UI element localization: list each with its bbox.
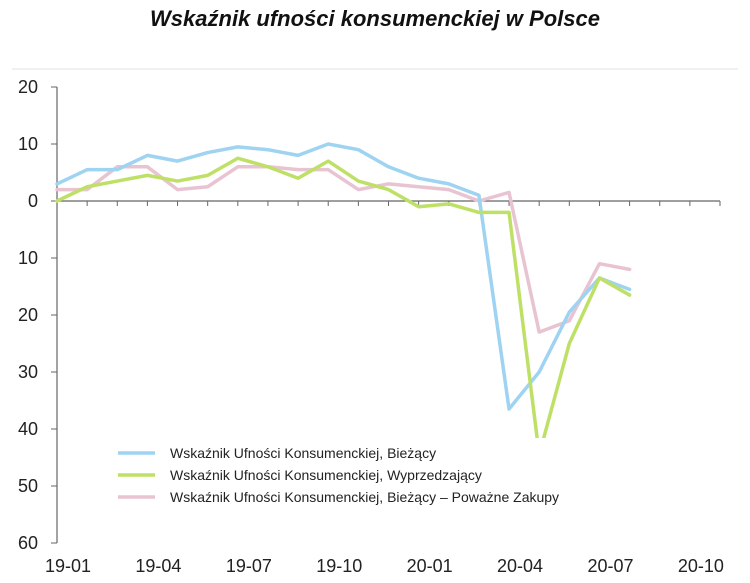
series-line [55,165,632,334]
y-tick-label: 10 [18,134,38,154]
series-line [55,156,632,457]
y-tick-label: 40 [18,419,38,439]
y-tick-label: 0 [28,191,38,211]
y-tick-label: 50 [18,476,38,496]
legend: Wskaźnik Ufności Konsumenckiej, Bieżący W… [110,438,640,520]
x-tick-label: 19-01 [45,556,91,576]
x-tick-label: 19-07 [226,556,272,576]
y-axis: 20 10 0 10 20 30 40 50 60 [18,77,57,553]
chart-title: Wskaźnik ufności konsumenckiej w Polsce [150,6,600,31]
legend-entry: Wskaźnik Ufności Konsumenckiej, Bieżący [170,445,436,461]
series-lines [55,142,632,457]
y-tick-label: 10 [18,248,38,268]
x-tick-label: 20-10 [678,556,724,576]
x-axis: 19-01 19-04 19-07 19-10 20-01 20-04 20-07 20-10 [45,201,724,576]
legend-box [110,438,640,520]
x-tick-label: 20-01 [407,556,453,576]
x-tick-label: 20-07 [587,556,633,576]
y-tick-label: 20 [18,305,38,325]
y-tick-label: 60 [18,533,38,553]
legend-entry: Wskaźnik Ufności Konsumenckiej, Bieżący … [170,489,559,505]
x-tick-label: 19-10 [316,556,362,576]
x-tick-label: 20-04 [497,556,543,576]
y-tick-label: 30 [18,362,38,382]
series-line [55,142,632,411]
x-tick-label: 19-04 [135,556,181,576]
legend-entry: Wskaźnik Ufności Konsumenckiej, Wyprzedz… [170,467,482,483]
y-tick-label: 20 [18,77,38,97]
